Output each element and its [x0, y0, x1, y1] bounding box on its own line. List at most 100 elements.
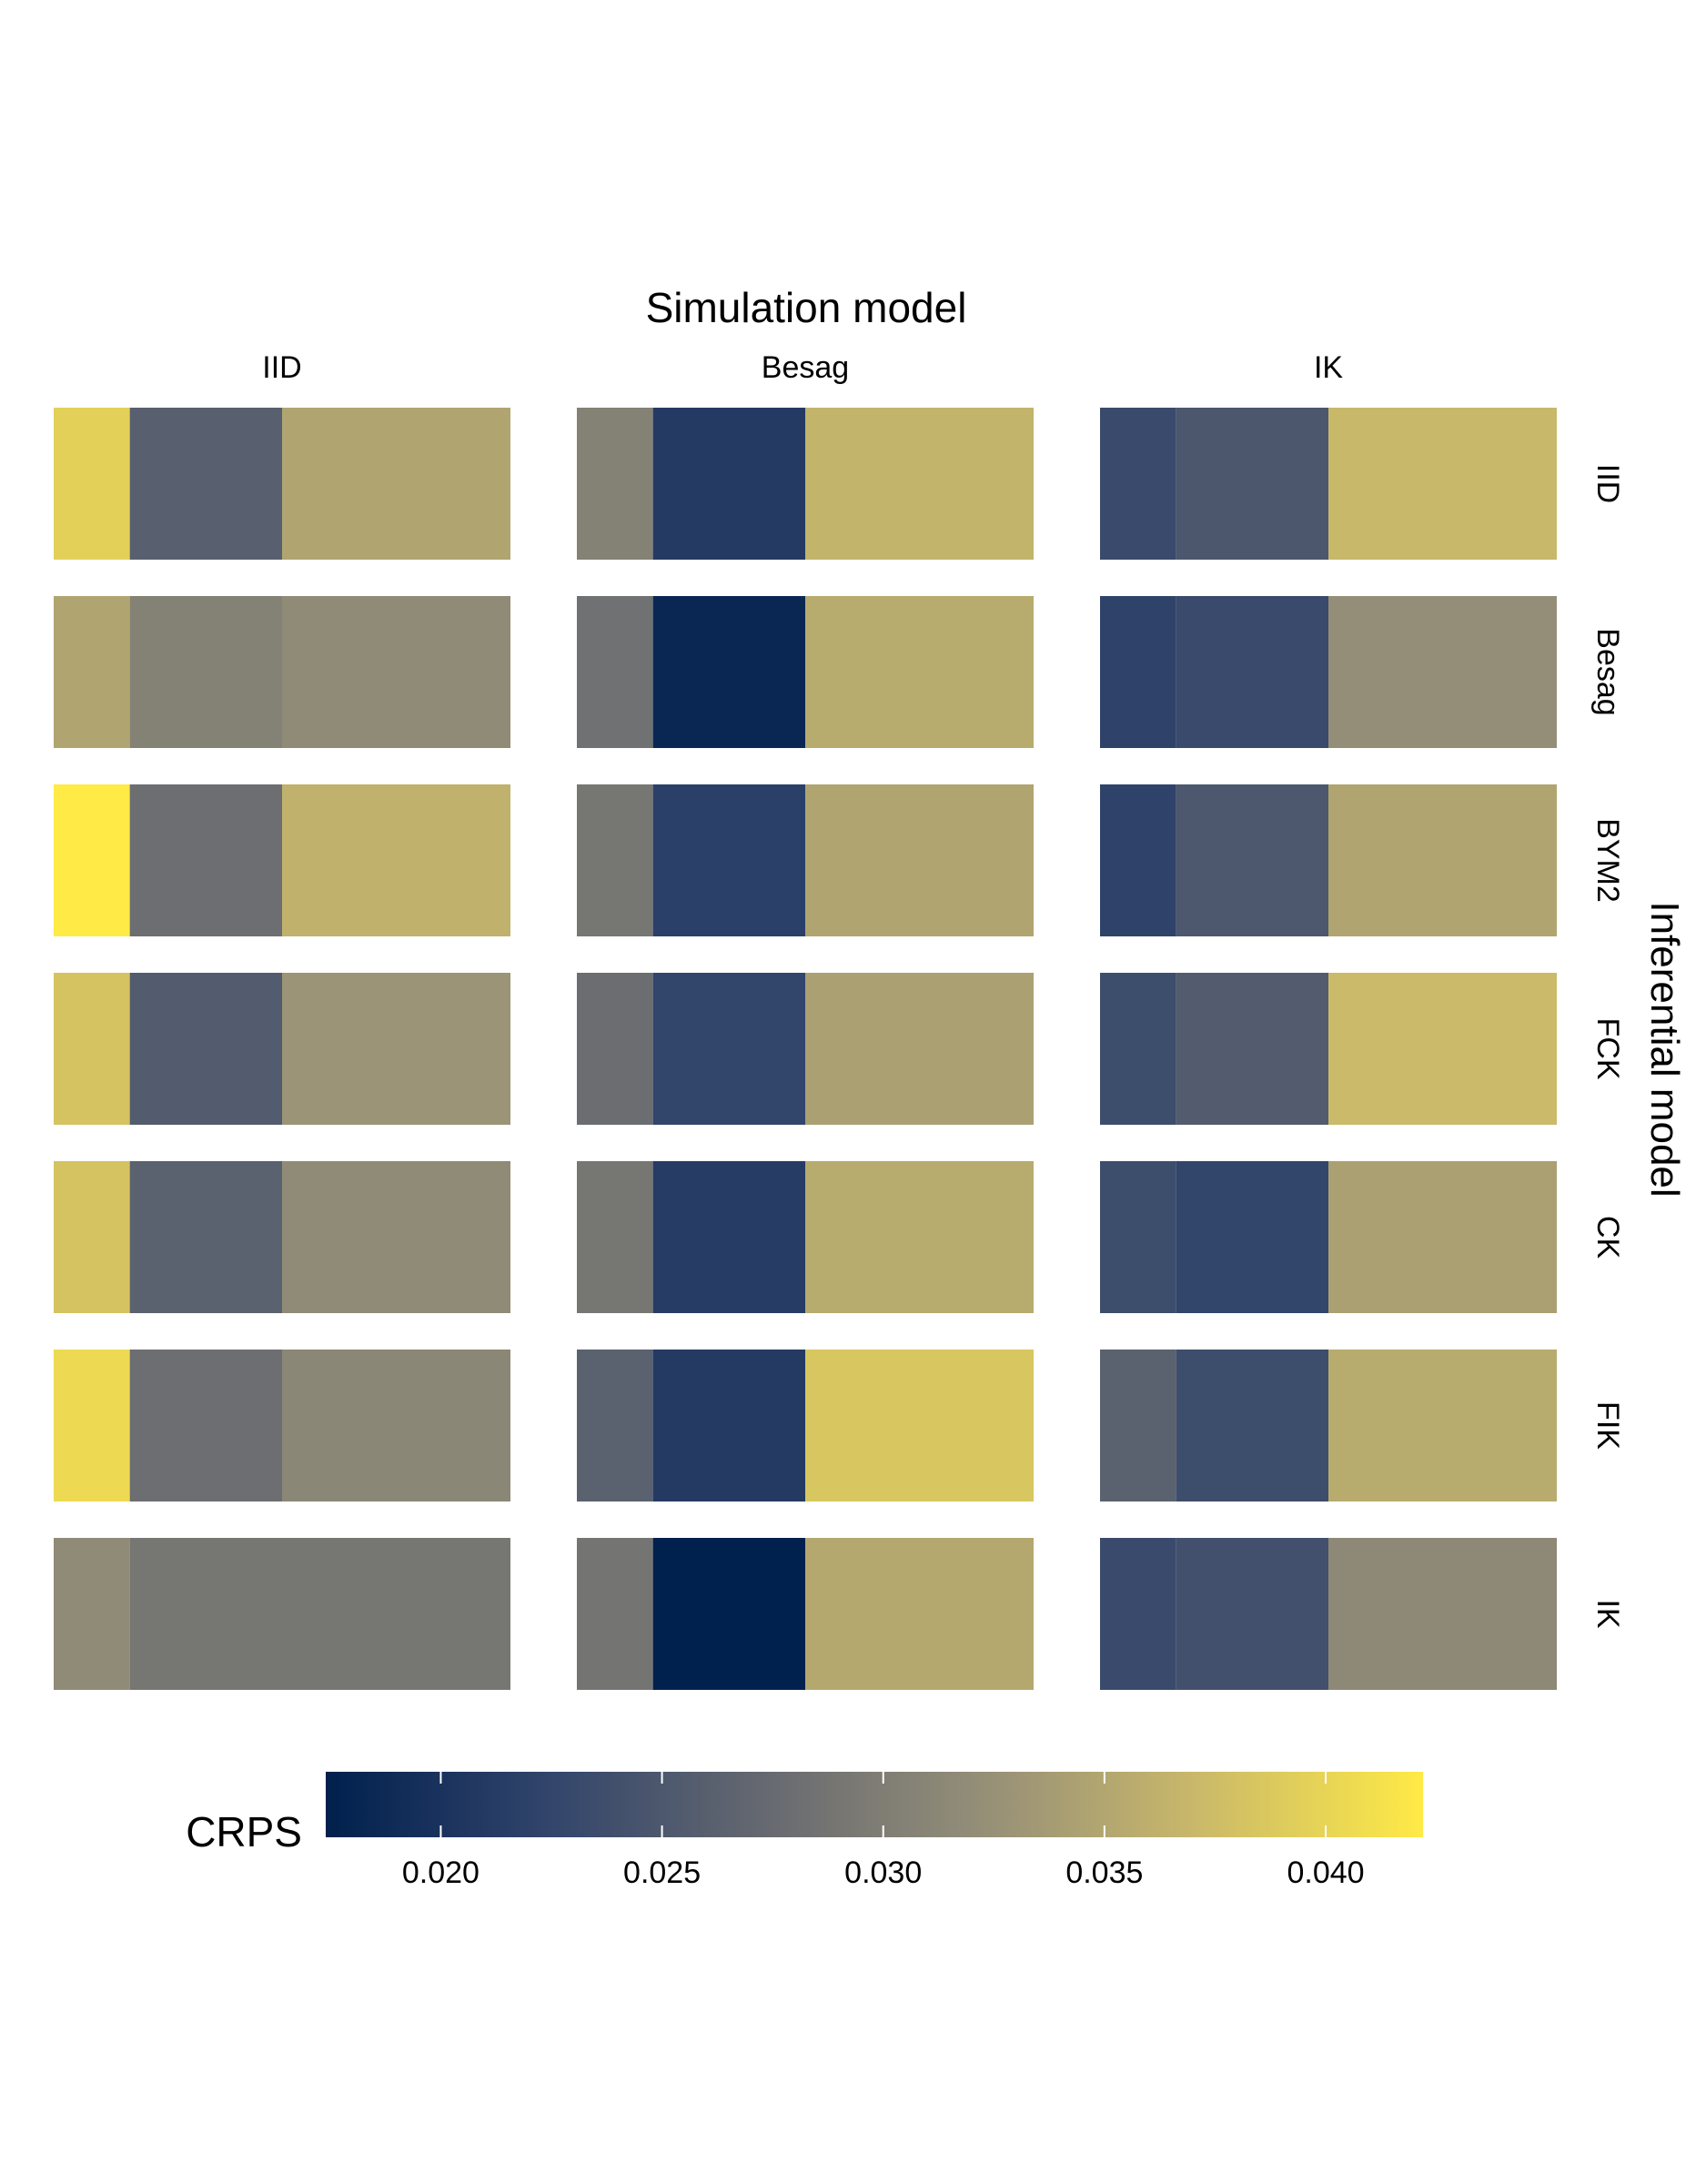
- heatmap-cell: [1328, 596, 1557, 748]
- heatmap-cell: [1176, 596, 1328, 748]
- heatmap-cell: [652, 1350, 805, 1502]
- heatmap-cell: [54, 1161, 130, 1313]
- heatmap-panel: [54, 1350, 510, 1502]
- row-facet-label: IID: [1590, 464, 1625, 503]
- heatmap-cell: [129, 1161, 282, 1313]
- heatmap-cell: [577, 408, 653, 560]
- colorbar-tick-label: 0.040: [1287, 1855, 1364, 1890]
- heatmap-panel: [1100, 784, 1557, 936]
- heatmap-cell: [129, 973, 282, 1125]
- heatmap-panel: [1100, 596, 1557, 748]
- heatmap-cell: [652, 973, 805, 1125]
- column-facet-label: IID: [262, 350, 301, 385]
- row-facet-label: IK: [1590, 1599, 1625, 1628]
- y-axis-label: Inferential model: [1642, 901, 1687, 1197]
- heatmap-panel: [1100, 973, 1557, 1125]
- heatmap-cell: [282, 1161, 510, 1313]
- heatmap-cell: [282, 596, 510, 748]
- heatmap-cell: [282, 784, 510, 936]
- heatmap-cell: [282, 408, 510, 560]
- colorbar-ticks: 0.020 0.025 0.030 0.035 0.040: [402, 1772, 1365, 1890]
- heatmap-cell: [652, 408, 805, 560]
- heatmap-cell: [1328, 1161, 1557, 1313]
- chart-title: Simulation model: [646, 284, 967, 331]
- heatmap-cell: [577, 1538, 653, 1690]
- row-facet-label: FCK: [1590, 1018, 1625, 1080]
- heatmap-cell: [805, 1161, 1034, 1313]
- heatmap-panel: [54, 973, 510, 1125]
- heatmap-cell: [282, 1538, 510, 1690]
- heatmap-cell: [652, 1538, 805, 1690]
- heatmap-cell: [1328, 1350, 1557, 1502]
- row-facet-label: Besag: [1590, 628, 1625, 715]
- heatmap-cell: [1176, 784, 1328, 936]
- colorbar-tick-label: 0.030: [844, 1855, 922, 1890]
- row-facet-label: CK: [1590, 1216, 1625, 1259]
- heatmap-cell: [1176, 1161, 1328, 1313]
- heatmap-cell: [1100, 784, 1176, 936]
- row-facet-label: FIK: [1590, 1401, 1625, 1450]
- heatmap-cell: [1176, 973, 1328, 1125]
- heatmap-cell: [805, 596, 1034, 748]
- heatmap-cell: [1328, 408, 1557, 560]
- heatmap-cell: [1100, 1538, 1176, 1690]
- heatmap-panel: [54, 1161, 510, 1313]
- heatmap-cell: [652, 1161, 805, 1313]
- row-facet-label: BYM2: [1590, 818, 1625, 903]
- heatmap-cell: [577, 596, 653, 748]
- heatmap-panel: [577, 596, 1034, 748]
- column-facet-strips: IID Besag IK: [262, 350, 1343, 385]
- column-facet-label: Besag: [762, 350, 849, 385]
- heatmap-cell: [129, 408, 282, 560]
- heatmap-panel: [577, 784, 1034, 936]
- heatmap-cell: [577, 1161, 653, 1313]
- heatmap-cell: [1176, 1350, 1328, 1502]
- heatmap-cell: [129, 784, 282, 936]
- row-facet-strips: IID Besag BYM2 FCK CK FIK IK: [1590, 464, 1625, 1629]
- colorbar: [326, 1772, 1423, 1837]
- heatmap-cell: [54, 1538, 130, 1690]
- heatmap-panel: [577, 1350, 1034, 1502]
- heatmap-cell: [1176, 1538, 1328, 1690]
- heatmap-cell: [1100, 1350, 1176, 1502]
- heatmap-panel: [1100, 408, 1557, 560]
- heatmap-panel: [577, 1538, 1034, 1690]
- colorbar-tick-label: 0.025: [623, 1855, 701, 1890]
- column-facet-label: IK: [1314, 350, 1343, 385]
- heatmap-cell: [652, 596, 805, 748]
- heatmap-cell: [54, 973, 130, 1125]
- heatmap-cell: [1328, 973, 1557, 1125]
- heatmap-cell: [805, 1538, 1034, 1690]
- heatmap-cell: [1100, 1161, 1176, 1313]
- heatmap-cell: [1328, 1538, 1557, 1690]
- heatmap-cell: [577, 784, 653, 936]
- heatmap-panel: [1100, 1161, 1557, 1313]
- heatmap-cell: [652, 784, 805, 936]
- heatmap-cell: [577, 973, 653, 1125]
- heatmap-cell: [129, 596, 282, 748]
- heatmap-cell: [805, 973, 1034, 1125]
- heatmap-panel: [1100, 1538, 1557, 1690]
- heatmap-panel: [54, 1538, 510, 1690]
- heatmap-cell: [54, 408, 130, 560]
- heatmap-cell: [1100, 973, 1176, 1125]
- heatmap-cell: [1328, 784, 1557, 936]
- heatmap-panel: [1100, 1350, 1557, 1502]
- heatmap-panels: [54, 408, 1557, 1690]
- heatmap-panel: [577, 973, 1034, 1125]
- colorbar-legend: CRPS 0.020 0.025 0.030 0.035 0.040: [186, 1772, 1423, 1890]
- colorbar-tick-label: 0.035: [1065, 1855, 1143, 1890]
- heatmap-cell: [1176, 408, 1328, 560]
- colorbar-tick-label: 0.020: [402, 1855, 479, 1890]
- heatmap-cell: [282, 973, 510, 1125]
- heatmap-cell: [1100, 408, 1176, 560]
- heatmap-panel: [54, 784, 510, 936]
- heatmap-cell: [577, 1350, 653, 1502]
- heatmap-cell: [805, 1350, 1034, 1502]
- heatmap-cell: [54, 1350, 130, 1502]
- heatmap-cell: [54, 784, 130, 936]
- heatmap-cell: [805, 784, 1034, 936]
- heatmap-cell: [129, 1350, 282, 1502]
- heatmap-cell: [129, 1538, 282, 1690]
